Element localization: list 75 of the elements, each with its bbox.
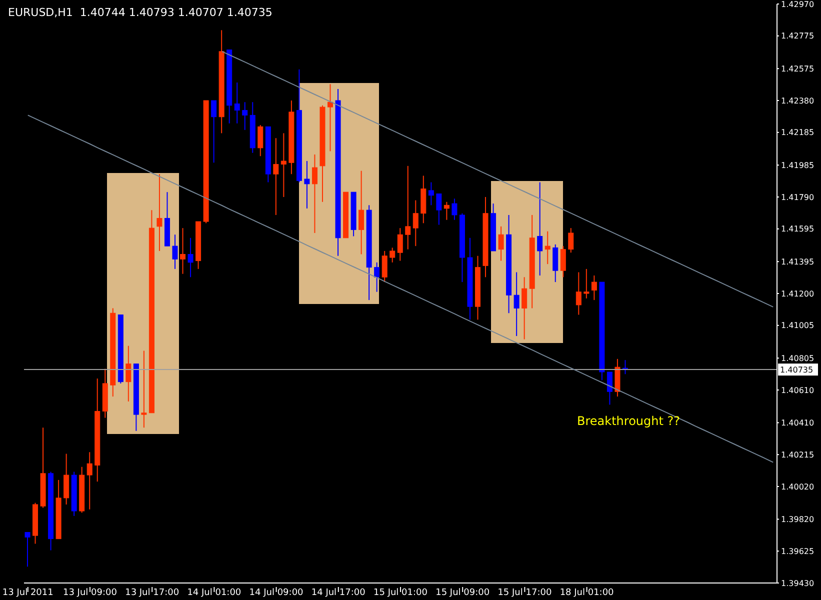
- candlestick: [552, 244, 558, 283]
- candlestick: [428, 182, 434, 206]
- candlestick: [397, 228, 403, 262]
- candlestick: [568, 228, 574, 254]
- candlestick: [328, 84, 334, 152]
- candlestick: [560, 246, 566, 278]
- candlestick: [258, 124, 264, 157]
- candlestick: [412, 200, 418, 247]
- x-tick-label: 14 Jul 01:00: [187, 588, 242, 598]
- ref-line-label: 1.40735: [780, 366, 814, 375]
- y-tick-label: 1.42380: [781, 96, 814, 106]
- candlestick: [172, 234, 178, 270]
- candlestick: [498, 226, 504, 262]
- candlestick: [544, 230, 550, 265]
- candlestick: [180, 228, 186, 274]
- candlestick: [273, 138, 279, 216]
- candlestick: [436, 193, 442, 226]
- x-tick-label: 15 Jul 17:00: [498, 588, 552, 598]
- y-tick-label: 1.41790: [781, 192, 814, 202]
- y-tick-label: 1.40020: [781, 482, 814, 492]
- y-tick-label: 1.42970: [781, 0, 814, 9]
- candlestick: [382, 250, 388, 283]
- candlestick: [537, 182, 543, 276]
- candlestick: [576, 272, 582, 316]
- y-tick-label: 1.40610: [781, 386, 814, 395]
- y-tick-label: 1.42185: [781, 128, 814, 138]
- candlestick: [188, 237, 194, 278]
- candlestick: [584, 268, 590, 299]
- x-tick-label: 14 Jul 09:00: [249, 588, 304, 598]
- candlestick: [374, 262, 380, 292]
- y-tick-label: 1.42775: [781, 32, 814, 41]
- y-tick-label: 1.41005: [781, 321, 814, 330]
- y-tick-label: 1.39430: [781, 578, 814, 588]
- candlestick: [514, 272, 520, 337]
- y-tick-label: 1.40805: [781, 354, 814, 363]
- y-tick-label: 1.41985: [781, 160, 814, 170]
- candlestick: [280, 132, 286, 198]
- y-tick-label: 1.40410: [781, 418, 814, 428]
- x-tick-label: 13 Jul 09:00: [62, 588, 118, 598]
- candlestick: [452, 198, 458, 220]
- x-tick-label: 13 Jul 17:00: [125, 588, 180, 598]
- y-tick-label: 1.39820: [781, 515, 814, 524]
- chart-title: EURUSD,H1 1.40744 1.40793 1.40707 1.40735: [8, 6, 272, 19]
- candlestick: [304, 160, 310, 209]
- y-tick-label: 1.41200: [781, 289, 814, 298]
- y-tick-label: 1.41595: [781, 224, 814, 234]
- x-tick-label: 13 Jul 2011: [2, 588, 54, 598]
- candlestick: [312, 154, 318, 234]
- candlestick: [126, 345, 132, 402]
- candlestick: [156, 174, 162, 252]
- candlestick: [86, 452, 92, 510]
- x-tick-label: 15 Jul 09:00: [436, 588, 490, 598]
- candlestick: [242, 102, 248, 130]
- candlestick: [141, 350, 147, 428]
- y-tick-label: 1.42575: [781, 64, 814, 74]
- x-tick-label: 15 Jul 01:00: [374, 588, 428, 598]
- candlestick: [390, 247, 396, 263]
- y-tick-label: 1.39625: [781, 546, 814, 556]
- x-tick-label: 14 Jul 17:00: [311, 588, 366, 598]
- x-tick-label: 18 Jul 01:00: [560, 588, 614, 598]
- candlestick: [405, 165, 411, 250]
- line-series: [221, 50, 774, 308]
- candlestick: [358, 170, 364, 255]
- annotation: Breakthrought ??: [577, 414, 680, 428]
- candlestick: [64, 453, 70, 505]
- candlestick: [606, 372, 612, 406]
- candlestick: [211, 100, 217, 164]
- candlestick: [24, 532, 30, 568]
- y-tick-label: 1.40215: [781, 450, 814, 460]
- line-series: [27, 114, 774, 463]
- candlestick: [522, 276, 528, 340]
- candlestick: [591, 275, 597, 301]
- y-tick-label: 1.41395: [781, 257, 814, 266]
- candlestick: [234, 82, 240, 124]
- candlestick: [444, 201, 450, 220]
